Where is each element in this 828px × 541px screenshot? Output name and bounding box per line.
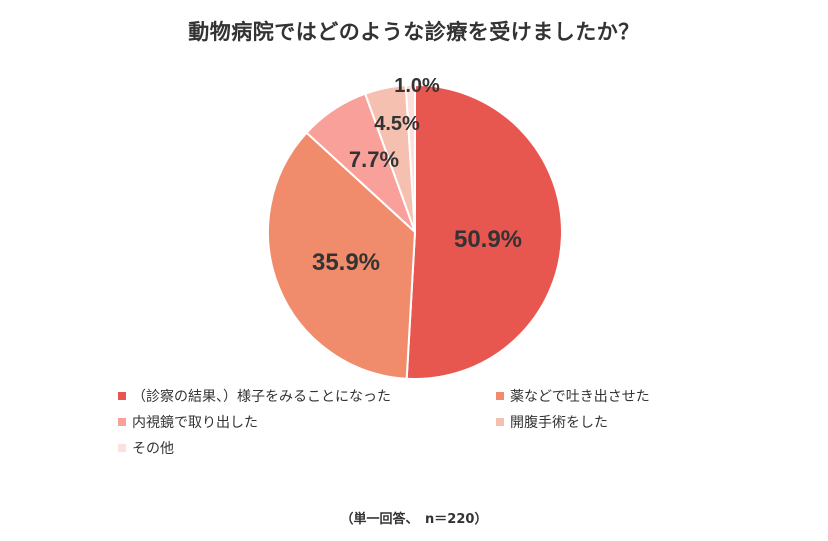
legend-swatch: [118, 444, 126, 452]
slice-label-4: 1.0%: [394, 75, 440, 97]
pie-slice-0: [405, 83, 563, 380]
legend-label: 開腹手術をした: [510, 415, 608, 431]
legend-item-surgery: 開腹手術をした: [496, 412, 608, 432]
legend-label: その他: [132, 441, 174, 457]
slice-label-2: 7.7%: [349, 147, 399, 172]
slice-label-0: 50.9%: [454, 226, 522, 253]
legend-swatch: [118, 418, 126, 426]
legend-swatch: [496, 418, 504, 426]
legend-swatch: [118, 392, 126, 400]
pie-slice-1: [267, 131, 417, 380]
slice-label-3: 4.5%: [374, 113, 420, 135]
legend-swatch: [496, 392, 504, 400]
legend-item-other: その他: [118, 438, 174, 458]
legend-item-induce-vomiting: 薬などで吐き出させた: [496, 386, 650, 406]
chart-title: 動物病院ではどのような診療を受けましたか？: [188, 20, 640, 44]
legend-label: （診察の結果、）様子をみることになった: [132, 389, 391, 405]
slice-label-1: 35.9%: [312, 249, 380, 276]
legend-item-endoscope: 内視鏡で取り出した: [118, 412, 258, 432]
footnote: （単一回答、 n＝220）: [340, 512, 488, 527]
legend-label: 内視鏡で取り出した: [132, 415, 258, 431]
pie-slices: [267, 83, 563, 380]
legend-label: 薬などで吐き出させた: [510, 389, 650, 405]
pie-slice-4: [404, 83, 416, 233]
legend-item-observe: （診察の結果、）様子をみることになった: [118, 386, 391, 406]
pie-labels: 50.9% 35.9% 7.7% 4.5% 1.0%: [312, 75, 522, 276]
